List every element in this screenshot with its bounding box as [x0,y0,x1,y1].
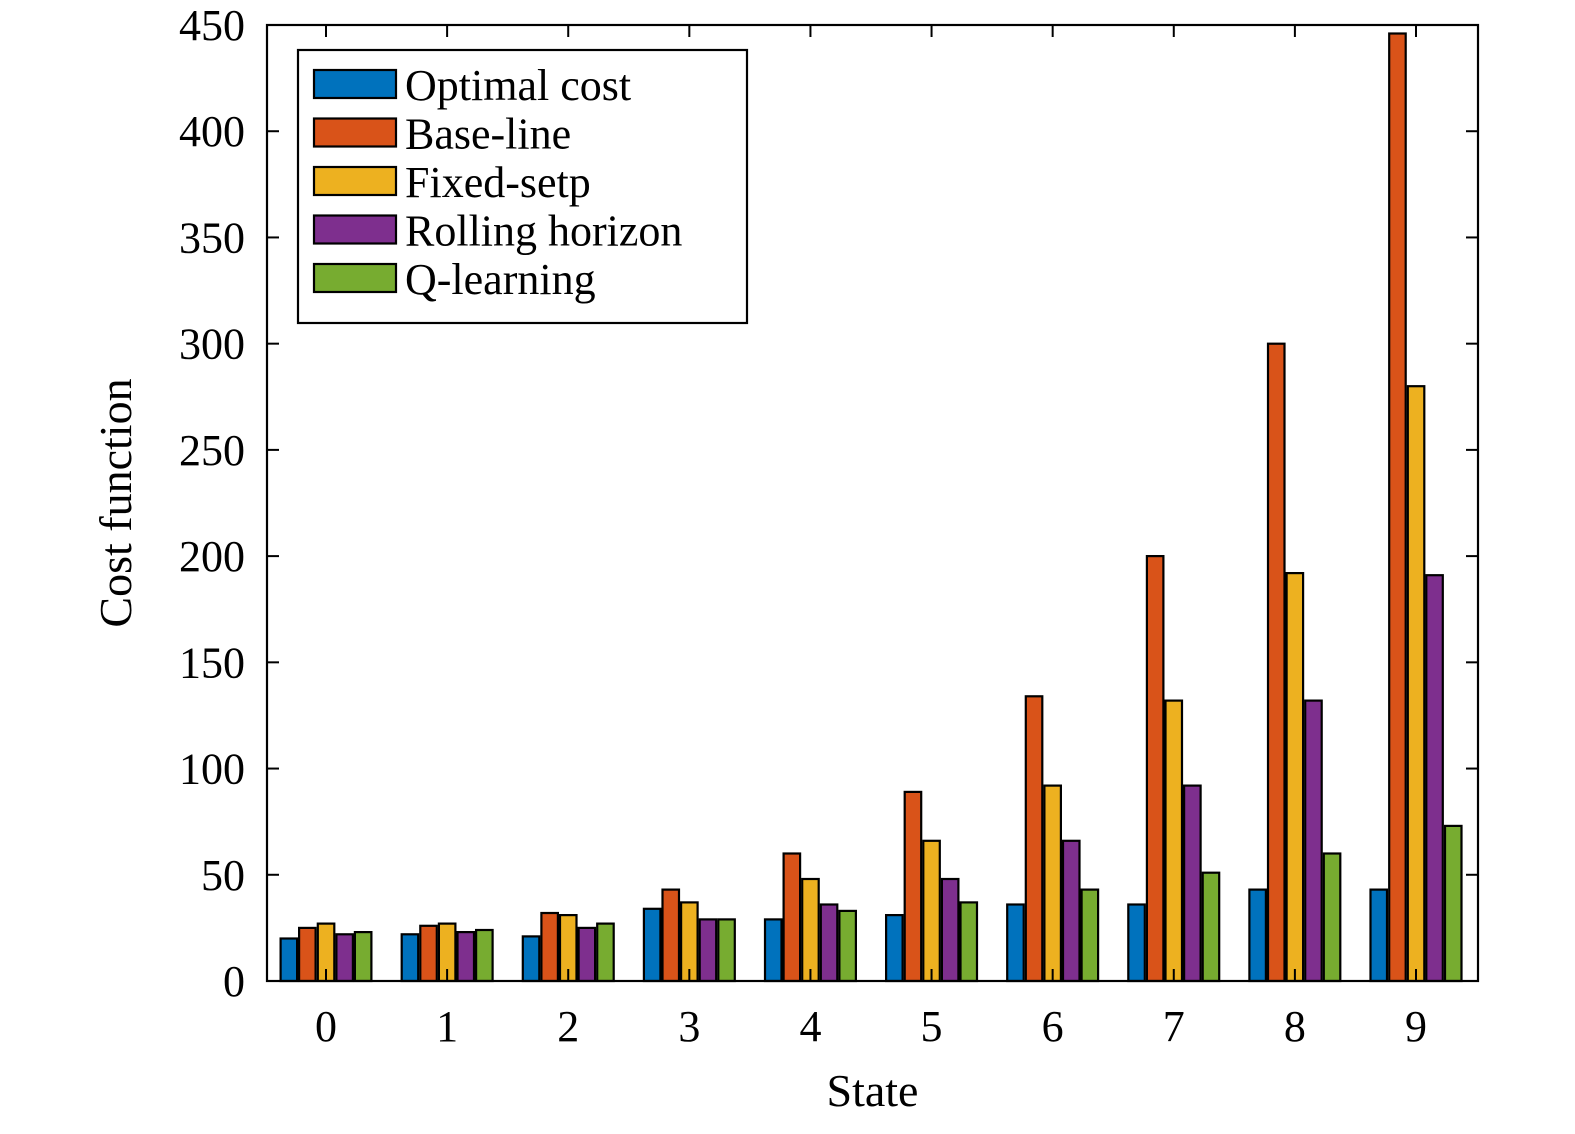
plot-frame [265,23,1480,983]
bar [1164,699,1184,983]
bar [642,907,662,983]
x-tick-label: 9 [1405,1002,1427,1051]
y-tick-label: 0 [223,957,245,1006]
legend-swatch [312,68,398,100]
x-tick-label: 7 [1163,1002,1185,1051]
bar [819,903,839,983]
series-3 [335,574,1444,983]
legend-label: Q-learning [405,255,596,304]
bar [763,918,783,983]
legend-swatch [312,165,398,197]
bar [1322,852,1342,983]
bar [419,924,438,983]
x-tick-label: 2 [557,1002,579,1051]
bar [1248,888,1268,983]
legend-swatch [312,262,398,294]
x-tick-label: 1 [436,1002,458,1051]
bar [1043,784,1063,983]
bar [456,930,476,983]
y-tick-label: 400 [179,107,245,156]
series-2 [316,385,1426,983]
bar [1388,32,1407,983]
y-tick-label: 150 [179,638,245,687]
y-tick-label: 200 [179,532,245,581]
bar [596,922,615,983]
bar [1425,574,1444,983]
x-tick-label: 5 [921,1002,943,1051]
x-tick-label: 3 [678,1002,700,1051]
legend-label: Rolling horizon [405,207,682,256]
legend-label: Optimal cost [405,61,631,110]
bar [1443,824,1463,983]
bar [1061,839,1081,983]
x-axis-label: State [827,1065,919,1116]
bar [940,877,960,983]
bar [661,888,681,983]
bar [1006,903,1025,983]
bar [1304,699,1323,983]
x-tick-label: 4 [799,1002,821,1051]
bar [577,926,597,983]
series-0 [279,888,1389,983]
bar [959,901,979,983]
bar [1145,554,1165,983]
bar [540,911,560,983]
bar [353,930,373,983]
bar [1127,903,1146,983]
bar [521,935,541,983]
y-tick-label: 300 [179,320,245,369]
bar [1266,342,1286,983]
bar [838,909,858,983]
bar [335,933,354,983]
bar [698,918,718,983]
bar [1080,888,1100,983]
y-tick-label: 350 [179,213,245,262]
bar [717,918,736,983]
bar [1182,784,1202,983]
bar [1406,385,1426,983]
y-tick-label: 450 [179,1,245,50]
bar [1285,571,1305,983]
x-tick-label: 6 [1042,1002,1064,1051]
legend-swatch [312,214,398,245]
bar [279,937,299,983]
bar [801,877,820,983]
bar [1024,695,1044,983]
y-tick-label: 50 [201,851,245,900]
x-tick-label: 8 [1284,1002,1306,1051]
legend-swatch [312,117,398,148]
bar [298,926,317,983]
bar [884,913,904,983]
bar [922,839,941,983]
legend-label: Base-line [405,110,571,159]
bar [400,933,420,983]
y-tick-label: 250 [179,426,245,475]
bar [1369,888,1389,983]
bar [1201,871,1221,983]
bar [782,852,802,983]
y-tick-label: 100 [179,745,245,794]
axes-layer: 0 50 100 150 200 250 300 350 400 450 0 1 2 3 4 5 6 7 8 9 [179,1,1480,1051]
y-axis-label: Cost function [90,378,141,627]
x-tick-label: 0 [315,1002,337,1051]
legend-label: Fixed-setp [405,158,591,207]
bar [903,790,923,983]
bar [475,928,494,983]
